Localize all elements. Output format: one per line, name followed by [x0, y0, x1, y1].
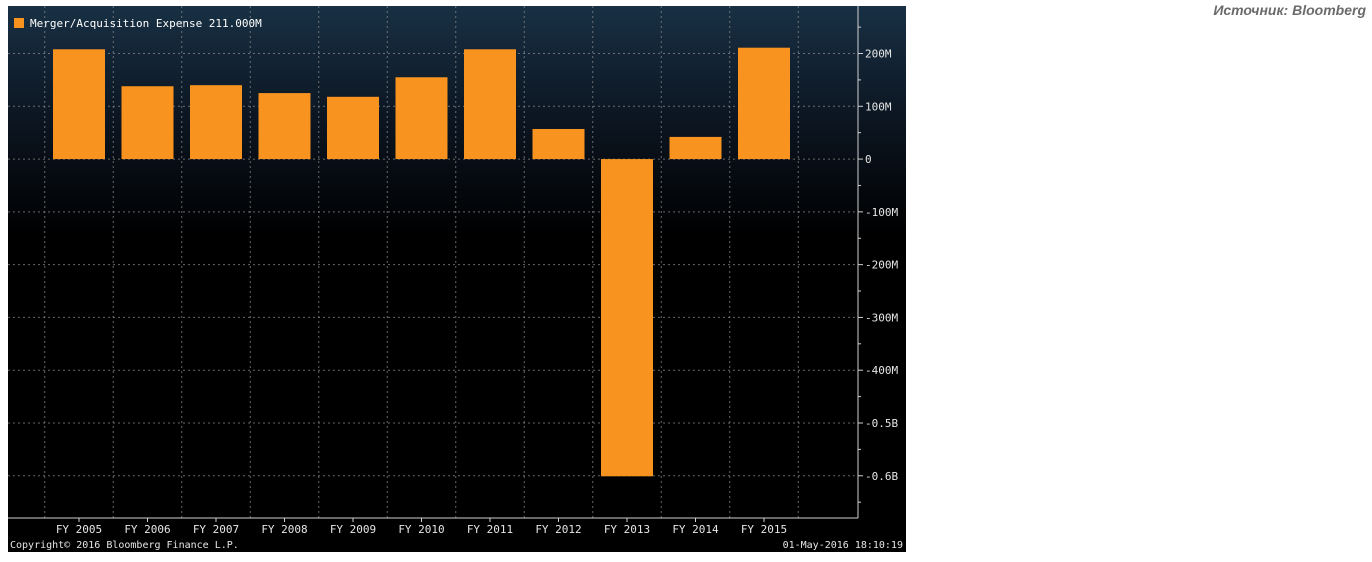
- bar-fy-2008: [258, 93, 311, 160]
- y-tick-label: -300M: [865, 311, 898, 324]
- legend-label: Merger/Acquisition Expense 211.000M: [30, 17, 262, 30]
- bar-chart: 200M100M0-100M-200M-300M-400M-0.5B-0.6B …: [8, 6, 903, 551]
- bars: [53, 47, 790, 477]
- x-tick-label: FY 2014: [672, 523, 719, 536]
- x-tick-label: FY 2013: [604, 523, 650, 536]
- y-axis: 200M 100M 0 -100M -200M -300M -400M -0.5B -0.6B: [8, 6, 898, 519]
- chart-panel: 200M 100M 0 -100M -200M -300M -400M -0.5B -0.6B …: [8, 6, 906, 552]
- y-tick-label: -200M: [865, 259, 898, 272]
- y-tick-label: 200M: [865, 48, 892, 61]
- bar-fy-2015: [738, 47, 790, 160]
- x-tick-label: FY 2010: [398, 523, 444, 536]
- bar-fy-2005: [53, 49, 105, 160]
- y-tick-label: 100M: [865, 100, 892, 113]
- grid: [8, 6, 858, 518]
- legend: Merger/Acquisition Expense 211.000M: [14, 17, 262, 30]
- x-tick-label: FY 2011: [467, 523, 513, 536]
- bar-fy-2012: [532, 128, 585, 160]
- bar-fy-2011: [464, 49, 516, 160]
- y-tick-label: -0.5B: [865, 417, 898, 430]
- x-tick-label: FY 2012: [535, 523, 581, 536]
- bar-fy-2007: [190, 85, 242, 160]
- bar-fy-2009: [327, 96, 379, 160]
- y-tick-label: 0: [865, 153, 872, 166]
- x-axis: FY 2005 FY 2006 FY 2007 FY 2008 FY 2009 FY 20…: [56, 518, 787, 536]
- y-tick-label: -400M: [865, 364, 898, 377]
- x-tick-label: FY 2006: [124, 523, 170, 536]
- timestamp-text: 01-May-2016 18:10:19: [783, 540, 903, 551]
- x-tick-label: FY 2009: [330, 523, 376, 536]
- y-tick-label: -0.6B: [865, 470, 898, 483]
- x-tick-label: FY 2015: [741, 523, 787, 536]
- x-tick-label: FY 2005: [56, 523, 102, 536]
- copyright-text: Copyright© 2016 Bloomberg Finance L.P.: [10, 540, 239, 551]
- bar-fy-2013: [601, 159, 653, 477]
- y-tick-label: -100M: [865, 206, 898, 219]
- bar-fy-2010: [395, 77, 448, 160]
- x-tick-label: FY 2007: [193, 523, 239, 536]
- source-label: Источник: Bloomberg: [1213, 2, 1366, 18]
- bar-fy-2006: [121, 86, 174, 160]
- bar-fy-2014: [669, 136, 722, 160]
- legend-swatch: [14, 18, 24, 28]
- x-tick-label: FY 2008: [261, 523, 307, 536]
